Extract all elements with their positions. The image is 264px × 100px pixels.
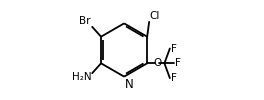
Text: F: F <box>171 44 177 54</box>
Text: Br: Br <box>79 16 91 26</box>
Text: H₂N: H₂N <box>72 72 91 82</box>
Text: N: N <box>125 78 133 91</box>
Text: F: F <box>175 58 181 68</box>
Text: Cl: Cl <box>150 11 160 21</box>
Text: F: F <box>171 73 177 83</box>
Text: O: O <box>153 58 161 68</box>
